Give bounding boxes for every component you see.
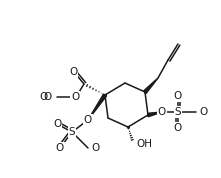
Polygon shape <box>88 94 107 120</box>
Text: S: S <box>69 127 75 137</box>
Polygon shape <box>148 112 162 117</box>
Text: O: O <box>71 92 79 102</box>
Text: O: O <box>39 92 47 102</box>
Text: O: O <box>174 91 182 101</box>
Text: O: O <box>91 143 99 153</box>
Text: O: O <box>84 115 92 125</box>
Text: O: O <box>199 107 207 117</box>
Text: S: S <box>175 107 181 117</box>
Text: O: O <box>53 119 61 129</box>
Text: O: O <box>56 143 64 153</box>
Text: OH: OH <box>136 139 152 149</box>
Polygon shape <box>144 78 158 93</box>
Text: O: O <box>174 123 182 133</box>
Text: O: O <box>69 67 77 77</box>
Text: O: O <box>44 92 52 102</box>
Text: O: O <box>158 107 166 117</box>
